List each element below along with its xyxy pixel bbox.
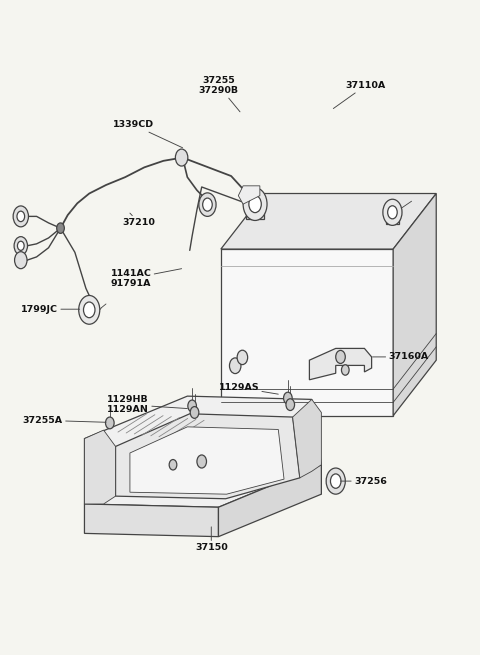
Circle shape [229, 358, 241, 373]
Circle shape [326, 468, 345, 494]
Polygon shape [393, 193, 436, 416]
Text: 1339CD: 1339CD [113, 121, 182, 148]
Circle shape [199, 193, 216, 216]
Circle shape [190, 407, 199, 419]
Circle shape [336, 350, 345, 364]
Circle shape [14, 252, 27, 269]
Text: 37255
37290B: 37255 37290B [198, 76, 240, 112]
Bar [246, 204, 264, 219]
Circle shape [175, 149, 188, 166]
Circle shape [17, 211, 24, 221]
Polygon shape [221, 249, 393, 416]
Circle shape [169, 460, 177, 470]
Text: 37160A: 37160A [372, 352, 429, 362]
Circle shape [388, 206, 397, 219]
Text: 37256: 37256 [340, 477, 387, 485]
Text: 1129AS: 1129AS [218, 383, 278, 394]
Polygon shape [221, 193, 436, 249]
Text: 37110A: 37110A [333, 81, 385, 109]
Polygon shape [293, 400, 322, 478]
Circle shape [341, 365, 349, 375]
Circle shape [84, 302, 95, 318]
Polygon shape [84, 430, 116, 504]
Circle shape [383, 199, 402, 225]
Circle shape [286, 399, 295, 411]
Polygon shape [130, 427, 284, 494]
Circle shape [284, 392, 292, 404]
Polygon shape [84, 396, 322, 507]
Circle shape [249, 196, 261, 213]
Circle shape [197, 455, 206, 468]
Circle shape [13, 206, 28, 227]
Text: 37255A: 37255A [23, 416, 106, 425]
Circle shape [79, 295, 100, 324]
Text: 1141AC
91791A: 1141AC 91791A [110, 269, 181, 288]
Polygon shape [239, 186, 260, 204]
Circle shape [203, 198, 212, 211]
Polygon shape [116, 414, 300, 498]
Circle shape [188, 400, 196, 412]
Polygon shape [218, 465, 322, 536]
Text: 1129HB
1129AN: 1129HB 1129AN [107, 395, 187, 415]
Text: 1799JC: 1799JC [21, 305, 80, 314]
Text: 37150: 37150 [195, 527, 228, 552]
Circle shape [106, 417, 114, 429]
Circle shape [17, 241, 24, 250]
Polygon shape [310, 348, 372, 380]
Circle shape [243, 188, 267, 221]
Bar [386, 212, 399, 224]
Polygon shape [84, 504, 218, 536]
Circle shape [57, 223, 64, 233]
Circle shape [330, 474, 341, 488]
Text: 37210: 37210 [123, 213, 156, 227]
Circle shape [14, 236, 27, 255]
Circle shape [237, 350, 248, 365]
